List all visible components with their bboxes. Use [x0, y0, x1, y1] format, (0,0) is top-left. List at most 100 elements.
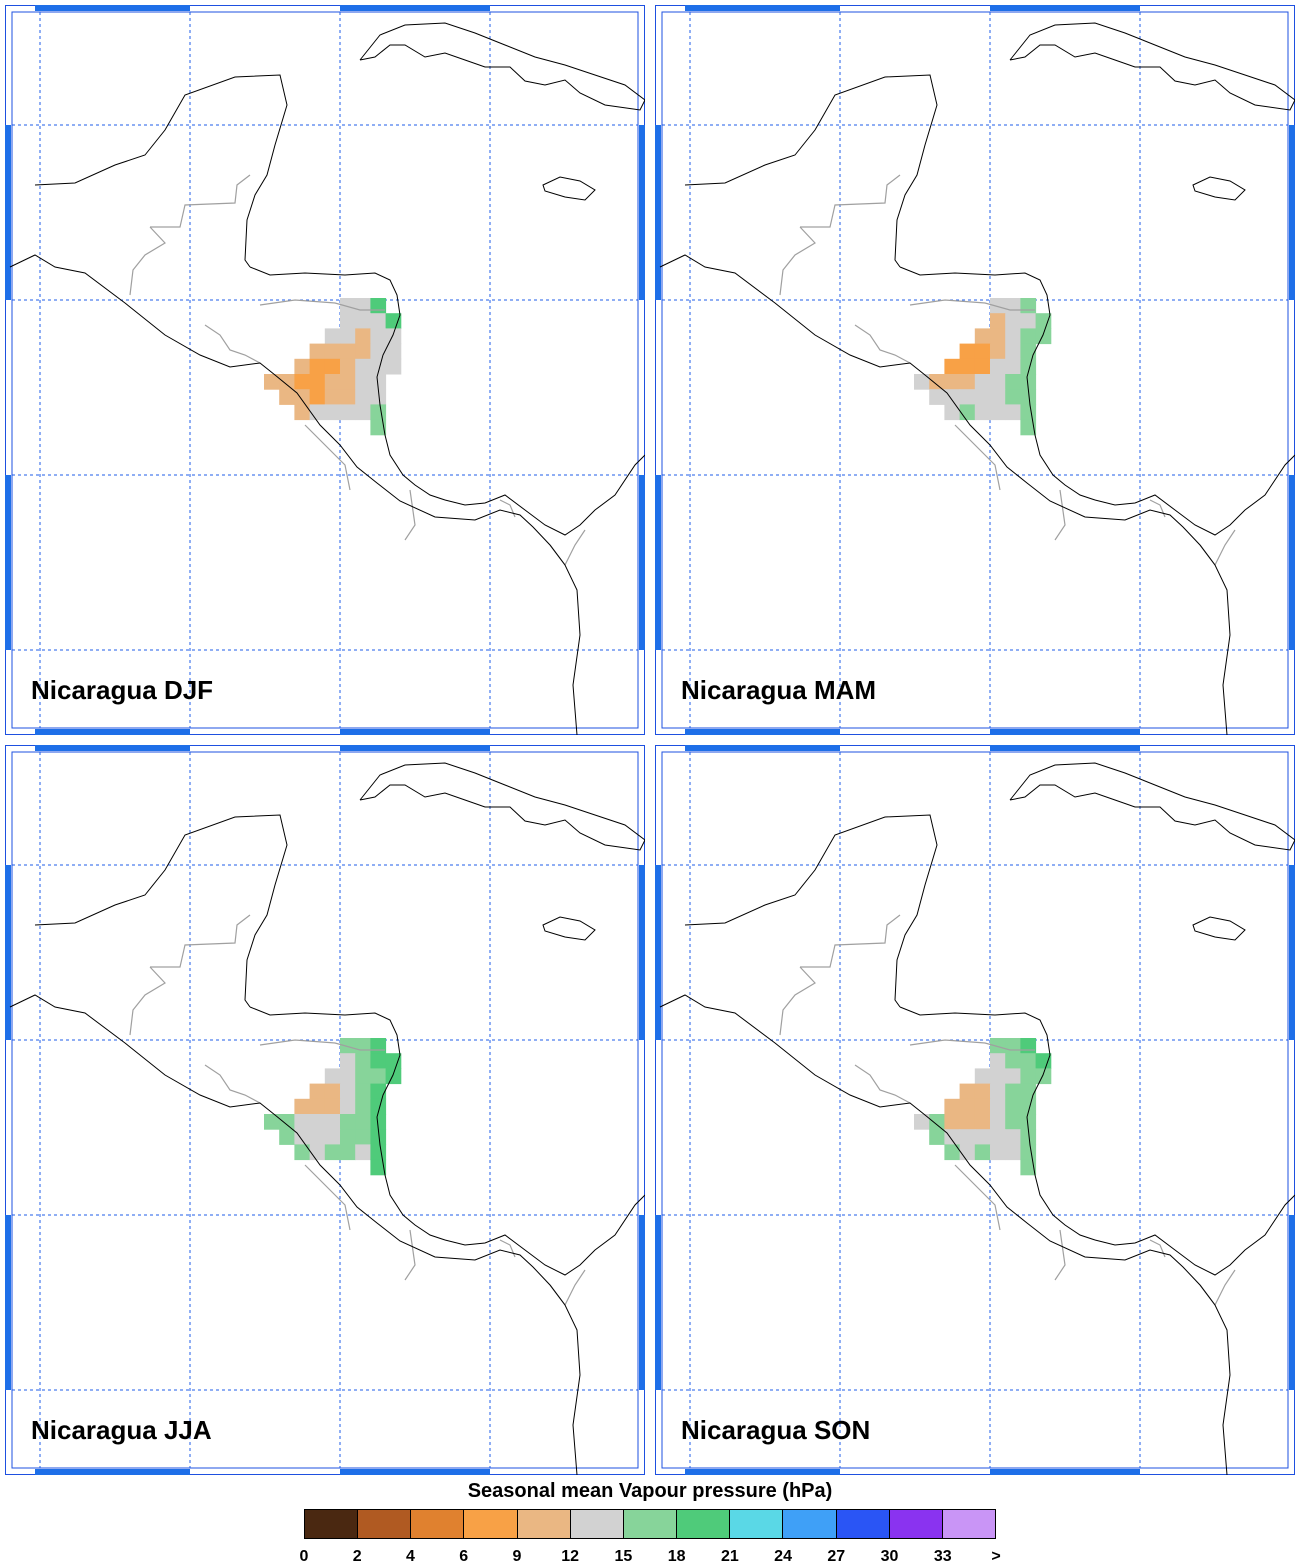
- data-cell: [974, 1114, 991, 1130]
- map-panel-jja: Nicaragua JJA: [5, 745, 645, 1475]
- data-cell: [355, 1114, 371, 1130]
- data-cell: [1020, 1159, 1037, 1176]
- legend-swatch: [358, 1510, 412, 1538]
- data-cell: [974, 328, 991, 345]
- data-cell: [385, 313, 402, 329]
- coastline: [659, 254, 1231, 735]
- data-cell: [974, 1068, 991, 1085]
- frame-tick: [990, 1469, 1140, 1475]
- frame-tick: [655, 1215, 661, 1390]
- country-border: [204, 1064, 261, 1104]
- frame-tick: [35, 1469, 190, 1475]
- data-cell: [1035, 1068, 1052, 1085]
- legend-tick-label: 30: [880, 1548, 899, 1565]
- data-cell: [385, 358, 402, 375]
- data-cell: [385, 1068, 402, 1085]
- data-cell: [324, 404, 341, 421]
- data-cell: [340, 358, 356, 375]
- frame-tick: [655, 475, 661, 650]
- country-border: [800, 914, 901, 968]
- data-cell: [294, 1114, 311, 1130]
- data-cell: [1035, 313, 1052, 329]
- coastline: [444, 454, 645, 536]
- data-cell: [990, 313, 1006, 329]
- data-cell: [309, 1083, 326, 1100]
- frame-tick: [990, 729, 1140, 735]
- data-cell: [1020, 404, 1037, 421]
- data-cell: [990, 1053, 1006, 1069]
- coastline: [444, 1194, 645, 1276]
- coastline: [359, 762, 645, 851]
- data-cell: [294, 389, 311, 405]
- data-cell: [340, 404, 356, 421]
- country-border: [854, 324, 911, 364]
- data-cell: [370, 1144, 387, 1161]
- data-cell: [974, 389, 991, 405]
- data-cell: [1035, 1053, 1052, 1069]
- data-cell: [1005, 328, 1021, 345]
- data-cell: [944, 1098, 961, 1115]
- data-cell: [324, 1068, 341, 1085]
- data-cell: [355, 1129, 371, 1145]
- coastline: [249, 266, 446, 501]
- data-cell: [324, 374, 341, 390]
- coastline: [1094, 1194, 1295, 1276]
- data-cell: [309, 358, 326, 375]
- legend-title: Seasonal mean Vapour pressure (hPa): [467, 1480, 833, 1502]
- legend-swatch: [570, 1510, 624, 1538]
- data-cell: [355, 1144, 371, 1161]
- coastline: [34, 74, 288, 268]
- frame-tick: [340, 1469, 490, 1475]
- legend-tick-label: 18: [667, 1548, 686, 1565]
- legend-tick-label: 6: [459, 1548, 469, 1565]
- colorbar: [304, 1509, 996, 1539]
- data-cell: [370, 313, 387, 329]
- data-cell: [1005, 298, 1021, 314]
- data-cell: [340, 1053, 356, 1069]
- data-cell: [340, 1068, 356, 1085]
- data-cell: [959, 374, 976, 390]
- data-cell: [309, 1098, 326, 1115]
- coastline: [1192, 916, 1246, 941]
- frame-tick: [5, 475, 11, 650]
- country-border: [779, 226, 816, 296]
- country-border: [1054, 1229, 1066, 1281]
- outer-frame: [5, 5, 645, 735]
- coastline: [9, 254, 581, 735]
- data-cell: [294, 404, 311, 421]
- panel-title: Nicaragua JJA: [31, 1415, 212, 1445]
- frame-tick: [639, 865, 645, 1040]
- data-cell: [1020, 374, 1037, 390]
- data-cell: [309, 1114, 326, 1130]
- outer-frame: [5, 745, 645, 1475]
- data-cell: [1020, 328, 1037, 345]
- data-cell: [990, 1144, 1006, 1161]
- coastline: [1009, 22, 1295, 111]
- data-cell: [944, 404, 961, 421]
- map-svg: [655, 745, 1295, 1475]
- frame-tick: [1289, 1215, 1295, 1390]
- data-cell: [370, 374, 387, 390]
- country-border: [1054, 489, 1066, 541]
- data-cell: [990, 389, 1006, 405]
- data-cell: [1005, 1129, 1021, 1145]
- data-cell: [370, 1098, 387, 1115]
- coastline: [899, 1006, 1096, 1241]
- data-cell: [990, 1083, 1006, 1100]
- data-cell: [294, 358, 311, 375]
- data-cell: [929, 389, 945, 405]
- data-cell: [355, 1038, 371, 1054]
- frame-tick: [35, 5, 190, 11]
- legend-tick-label: 24: [774, 1548, 792, 1565]
- data-cell: [324, 1129, 341, 1145]
- frame-tick: [340, 745, 490, 751]
- data-cell: [340, 1038, 356, 1054]
- data-cell: [1005, 1144, 1021, 1161]
- data-cell: [1020, 343, 1037, 360]
- data-cell: [309, 389, 326, 405]
- data-cell: [1005, 1098, 1021, 1115]
- data-cell: [355, 1053, 371, 1069]
- data-cell: [990, 404, 1006, 421]
- data-cell: [1005, 1053, 1021, 1069]
- data-cell: [355, 404, 371, 421]
